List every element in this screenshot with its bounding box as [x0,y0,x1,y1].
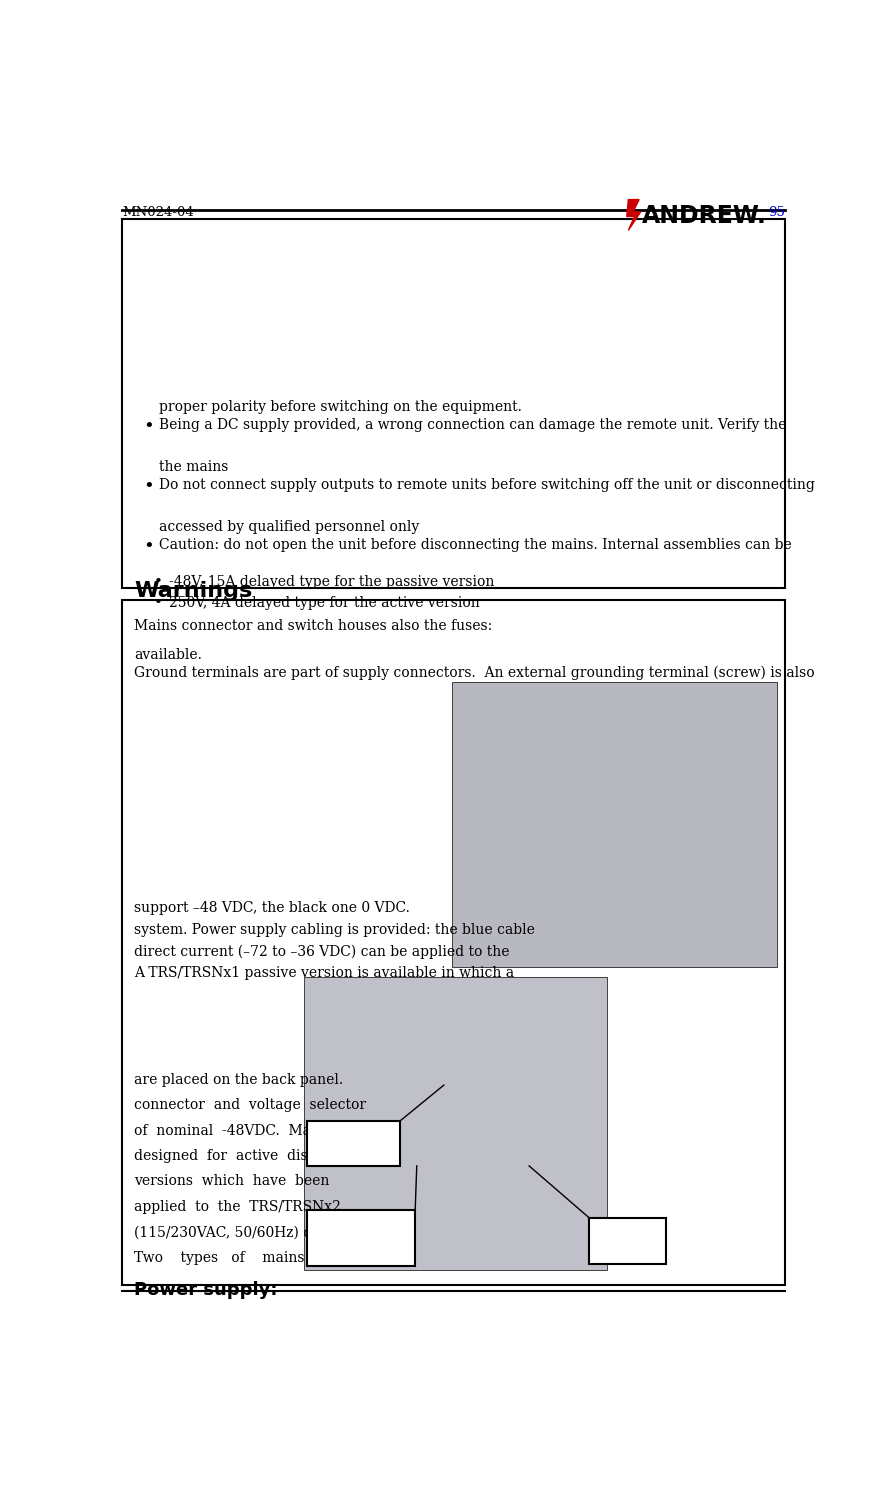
Text: proper polarity before switching on the equipment.: proper polarity before switching on the … [158,400,521,413]
Bar [122,601,785,1286]
Text: the mains: the mains [158,460,228,474]
Text: Power supply:: Power supply: [134,1281,277,1299]
Text: A TRS/TRSNx1 passive version is available in which a: A TRS/TRSNx1 passive version is availabl… [134,966,514,979]
Text: Ground terminals are part of supply connectors.  An external grounding terminal : Ground terminals are part of supply conn… [134,665,814,679]
Bar [307,1210,415,1266]
Text: MN024-04: MN024-04 [122,207,194,219]
Text: accessed by qualified personnel only: accessed by qualified personnel only [158,521,419,534]
Text: Caution: do not open the unit before disconnecting the mains. Internal assemblie: Caution: do not open the unit before dis… [158,539,791,552]
Bar [451,682,777,967]
Text: •: • [153,575,162,589]
Text: are placed on the back panel.: are placed on the back panel. [134,1073,343,1086]
Text: direct current (–72 to –36 VDC) can be applied to the: direct current (–72 to –36 VDC) can be a… [134,945,510,958]
Text: 250V, 4A delayed type for the active version: 250V, 4A delayed type for the active ver… [169,596,480,610]
Text: Mains connector and switch houses also the fuses:: Mains connector and switch houses also t… [134,619,492,634]
Text: connector  and  voltage  selector: connector and voltage selector [134,1099,366,1112]
Text: Warnings: Warnings [134,581,252,601]
Text: •: • [143,478,154,496]
Bar [589,1218,666,1263]
Text: applied  to  the  TRS/TRSNx2: applied to the TRS/TRSNx2 [134,1200,341,1213]
Text: Being a DC supply provided, a wrong connection can damage the remote unit. Verif: Being a DC supply provided, a wrong conn… [158,418,786,432]
Bar [122,219,785,589]
Text: versions  which  have  been: versions which have been [134,1174,329,1189]
Text: -48V, 15A delayed type for the passive version: -48V, 15A delayed type for the passive v… [169,575,494,589]
Text: Two    types   of    mains: Two types of mains [134,1251,304,1265]
Text: designed  for  active  distribution: designed for active distribution [134,1148,370,1163]
Bar [304,978,606,1271]
Text: (115/230VAC, 50/60Hz) can be: (115/230VAC, 50/60Hz) can be [134,1225,350,1239]
Text: 95: 95 [768,207,785,219]
Bar [307,1121,400,1166]
Text: available.: available. [134,649,202,662]
Polygon shape [627,199,641,231]
Text: •: • [143,418,154,436]
Text: system. Power supply cabling is provided: the blue cable: system. Power supply cabling is provided… [134,922,535,937]
Text: of  nominal  -48VDC.  Mains: of nominal -48VDC. Mains [134,1124,332,1138]
Text: support –48 VDC, the black one 0 VDC.: support –48 VDC, the black one 0 VDC. [134,901,410,914]
Text: Do not connect supply outputs to remote units before switching off the unit or d: Do not connect supply outputs to remote … [158,478,814,492]
Text: •: • [143,539,154,557]
Text: ANDREW.: ANDREW. [642,204,766,228]
Text: •: • [153,596,162,610]
